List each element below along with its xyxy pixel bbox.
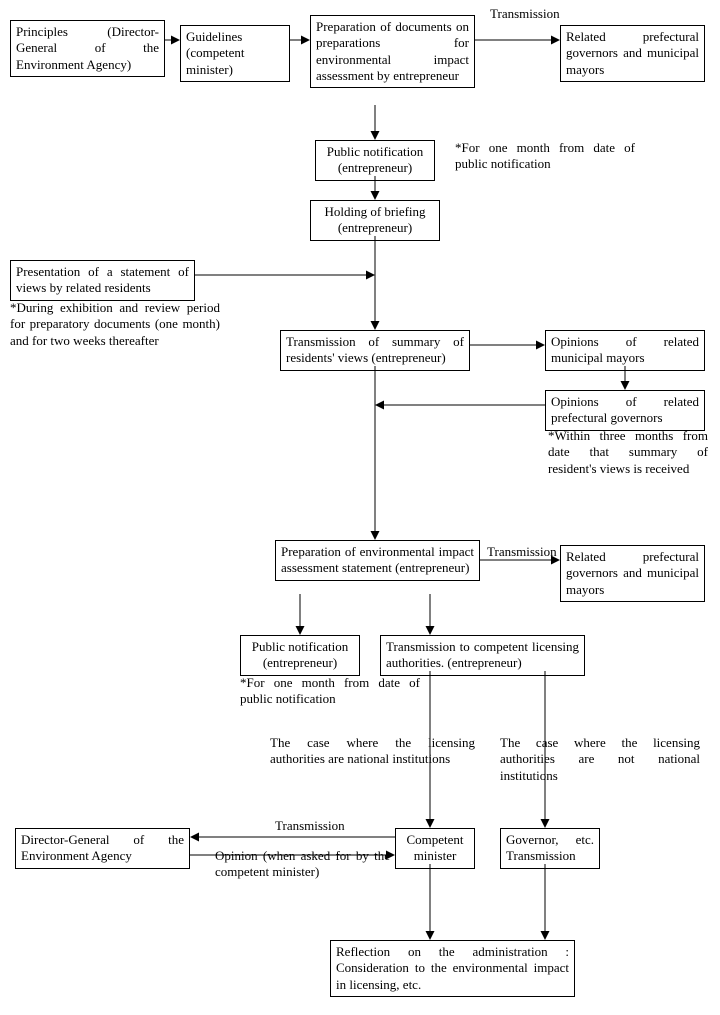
node-guidelines: Guidelines (competent minister)	[180, 25, 290, 82]
annot-opinion-asked: Opinion (when asked for by the competent…	[215, 848, 390, 881]
annot-case-national: The case where the licensing authorities…	[270, 735, 475, 768]
node-op-governors: Opinions of related prefectural governor…	[545, 390, 705, 431]
annot-case-not-national: The case where the licensing authorities…	[500, 735, 700, 784]
label: Public notification (entrepreneur)	[252, 639, 348, 670]
node-prep-docs: Preparation of documents on preparations…	[310, 15, 475, 88]
label: Presentation of a statement of views by …	[16, 264, 189, 295]
label: The case where the licensing authorities…	[500, 735, 700, 783]
label: Transmission to competent licensing auth…	[386, 639, 579, 670]
node-pub-notif1: Public notification (entrepreneur)	[315, 140, 435, 181]
label: Principles (Director-General of the Envi…	[16, 24, 159, 72]
annot-transmission-top: Transmission	[490, 6, 590, 22]
annot-three-months: *Within three months from date that summ…	[548, 428, 708, 477]
label: Related prefectural governors and munici…	[566, 29, 699, 77]
label: Related prefectural governors and munici…	[566, 549, 699, 597]
node-trans-licensing: Transmission to competent licensing auth…	[380, 635, 585, 676]
label: Holding of briefing (entrepreneur)	[324, 204, 425, 235]
label: Opinions of related municipal mayors	[551, 334, 699, 365]
node-related-pref-mid: Related prefectural governors and munici…	[560, 545, 705, 602]
label: *For one month from date of public notif…	[455, 140, 635, 171]
node-director-general: Director-General of the Environment Agen…	[15, 828, 190, 869]
node-prep-eia: Preparation of environmental impact asse…	[275, 540, 480, 581]
annot-transmission-low: Transmission	[275, 818, 365, 834]
node-residents-views: Presentation of a statement of views by …	[10, 260, 195, 301]
label: Opinion (when asked for by the competent…	[215, 848, 390, 879]
label: Transmission	[275, 818, 345, 833]
label: Governor, etc. Transmission	[506, 832, 594, 863]
node-trans-summary: Transmission of summary of residents' vi…	[280, 330, 470, 371]
node-op-mayors: Opinions of related municipal mayors	[545, 330, 705, 371]
annot-one-month-1: *For one month from date of public notif…	[455, 140, 635, 173]
node-pub-notif2: Public notification (entrepreneur)	[240, 635, 360, 676]
node-related-pref-top: Related prefectural governors and munici…	[560, 25, 705, 82]
label: The case where the licensing authorities…	[270, 735, 475, 766]
annot-one-month-2: *For one month from date of public notif…	[240, 675, 420, 708]
node-briefing: Holding of briefing (entrepreneur)	[310, 200, 440, 241]
label: Guidelines (competent minister)	[186, 29, 244, 77]
node-competent-minister: Competent minister	[395, 828, 475, 869]
label: Transmission	[487, 544, 557, 559]
label: Preparation of environmental impact asse…	[281, 544, 474, 575]
node-principles: Principles (Director-General of the Envi…	[10, 20, 165, 77]
annot-exhibition: *During exhibition and review period for…	[10, 300, 220, 349]
label: Transmission of summary of residents' vi…	[286, 334, 464, 365]
label: *For one month from date of public notif…	[240, 675, 420, 706]
label: Opinions of related prefectural governor…	[551, 394, 699, 425]
node-governor-etc: Governor, etc. Transmission	[500, 828, 600, 869]
label: Public notification (entrepreneur)	[327, 144, 423, 175]
annot-transmission-mid: Transmission	[487, 544, 567, 560]
label: Reflection on the administration : Consi…	[336, 944, 569, 992]
label: *Within three months from date that summ…	[548, 428, 708, 476]
label: Director-General of the Environment Agen…	[21, 832, 184, 863]
label: Preparation of documents on preparations…	[316, 19, 469, 83]
label: Competent minister	[406, 832, 463, 863]
label: *During exhibition and review period for…	[10, 300, 220, 348]
label: Transmission	[490, 6, 560, 21]
node-reflection: Reflection on the administration : Consi…	[330, 940, 575, 997]
